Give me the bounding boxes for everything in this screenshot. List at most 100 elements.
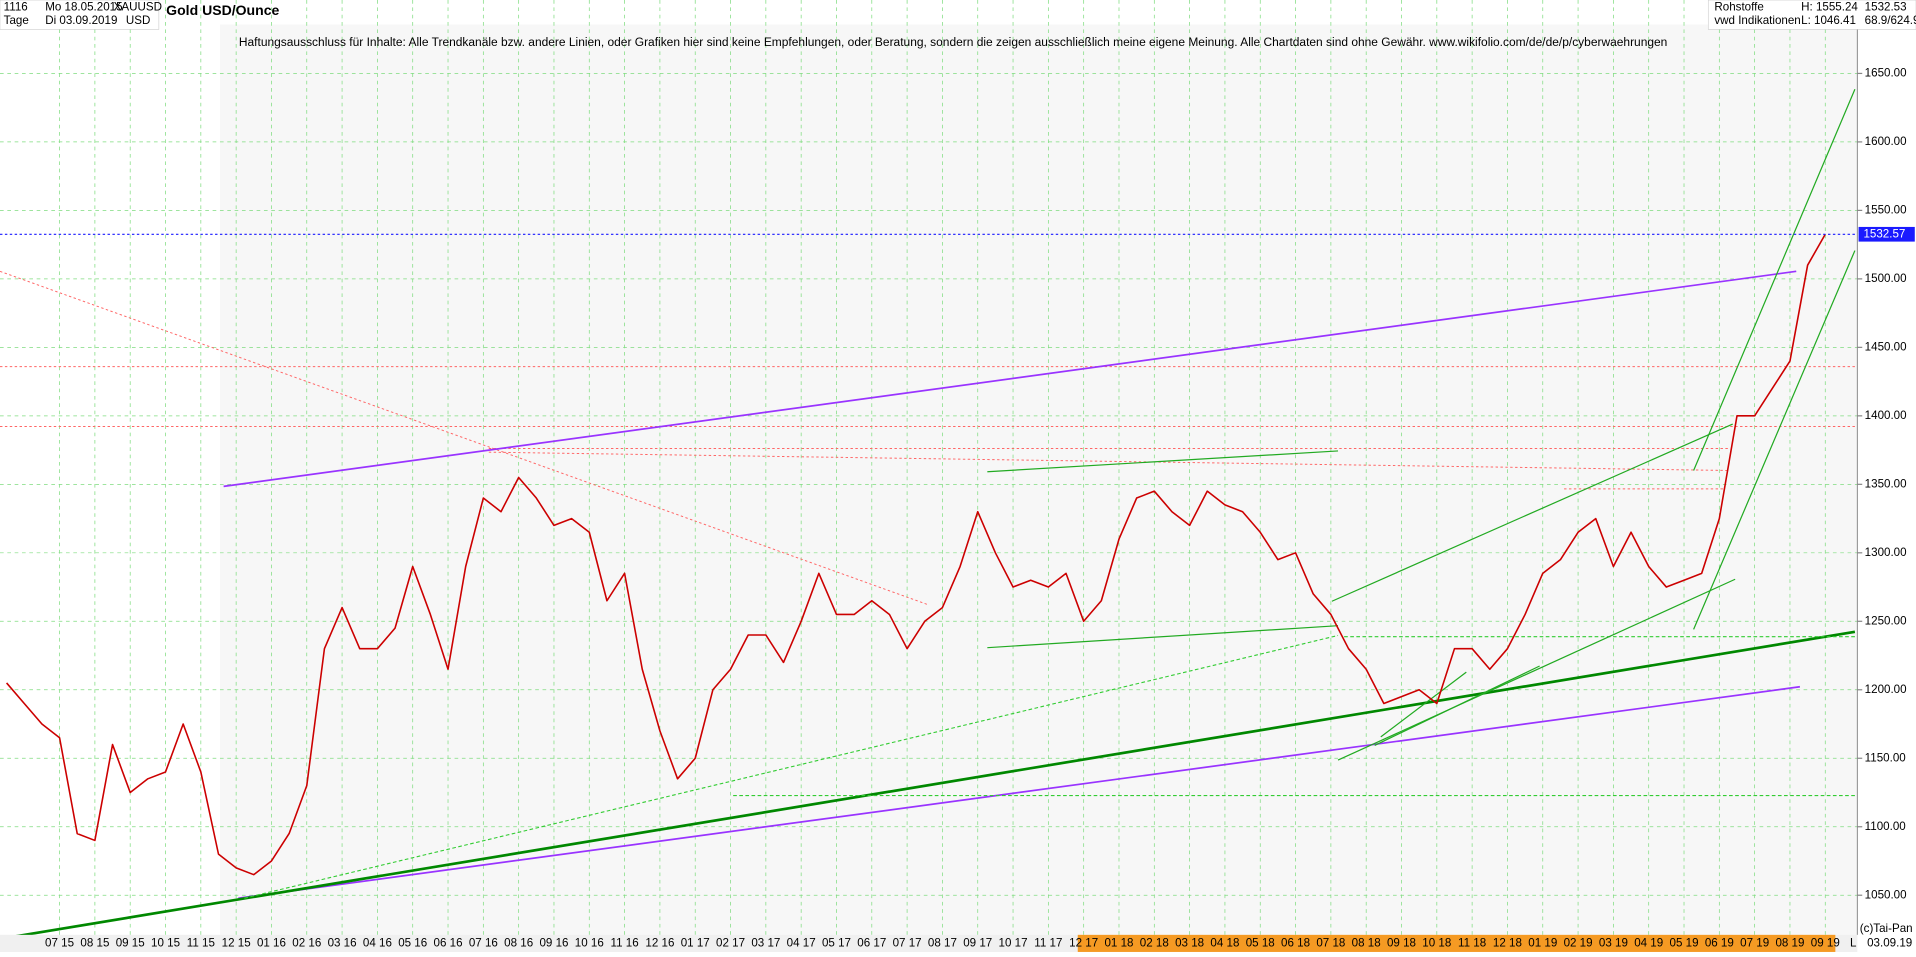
header-end: Di 03.09.2019 — [45, 14, 117, 27]
trend-line — [1380, 671, 1467, 738]
copyright: (c)Tai-Pan — [1860, 922, 1913, 935]
x-tick-label: 11 15 — [187, 936, 215, 949]
header-box — [0, 0, 160, 30]
info-last: 1532.53 — [1865, 0, 1907, 13]
trend-line — [987, 625, 1339, 649]
x-tick-label: 11 18 — [1458, 936, 1486, 949]
x-tick-label: 10 18 — [1422, 936, 1451, 949]
x-tick-label: 07 16 — [469, 936, 498, 949]
series-layer — [0, 233, 1858, 876]
trend-line — [1374, 665, 1540, 746]
trend-lines — [0, 89, 1856, 939]
y-tick-label: 1300.00 — [1865, 546, 1907, 559]
header-id: 1116 — [4, 0, 28, 13]
x-tick-label: 04 19 — [1634, 936, 1663, 949]
info-high: H: 1555.24 — [1801, 0, 1858, 13]
grid — [0, 0, 1858, 935]
x-tick-label: 06 16 — [434, 936, 463, 949]
x-tick-label: 01 17 — [681, 936, 710, 949]
y-tick-label: 1100.00 — [1865, 820, 1906, 833]
trend-line — [1331, 423, 1733, 602]
x-tick-label: 08 18 — [1352, 936, 1381, 949]
x-tick-label: 05 18 — [1246, 936, 1275, 949]
info-low: L: 1046.41 — [1801, 14, 1856, 27]
x-tick-label: 04 17 — [787, 936, 816, 949]
x-tick-label: 07 15 — [45, 936, 74, 949]
x-tick-label: 02 17 — [716, 936, 745, 949]
x-tick-label: 02 16 — [292, 936, 321, 949]
x-tick-label: 10 17 — [999, 936, 1028, 949]
trend-line — [9, 630, 1856, 939]
y-tick-label: 1150.00 — [1865, 751, 1906, 764]
y-tick-label: 1350.00 — [1865, 477, 1907, 490]
x-tick-label: 05 16 — [398, 936, 427, 949]
x-tick-label: 03 16 — [328, 936, 357, 949]
y-tick-label: 1050.00 — [1865, 888, 1907, 901]
chart-title: Gold USD/Ounce — [166, 2, 279, 18]
x-tick-label: 12 15 — [222, 936, 251, 949]
x-tick-label: 06 19 — [1705, 936, 1734, 949]
x-tick-label: 12 17 — [1069, 936, 1098, 949]
x-tick-label: 05 17 — [822, 936, 851, 949]
y-tick-label: 1200.00 — [1865, 683, 1907, 696]
x-tick-label: 11 17 — [1034, 936, 1062, 949]
header-currency: USD — [126, 14, 150, 27]
y-tick-label: 1400.00 — [1865, 409, 1907, 422]
x-tick-label: 12 16 — [645, 936, 674, 949]
trend-line — [0, 270, 929, 606]
x-tick-label: 06 17 — [857, 936, 886, 949]
date: 03.09.19 — [1867, 936, 1912, 949]
info-source: vwd Indikationen — [1714, 14, 1800, 27]
info-group: Rohstoffe — [1714, 0, 1763, 13]
x-tick-label: 04 18 — [1210, 936, 1239, 949]
x-tick-label: 08 17 — [928, 936, 957, 949]
x-tick-label: 04 16 — [363, 936, 392, 949]
x-tick-label: 08 15 — [80, 936, 109, 949]
y-axis: 1050.00 1100.00 1150.00 1200.00 1250.00 1300.… — [1857, 66, 1915, 901]
x-tick-label: 01 19 — [1528, 936, 1557, 949]
last-price-label: 1532.57 — [1863, 227, 1905, 240]
x-tick-label: 07 19 — [1740, 936, 1769, 949]
x-tick-label: 02 18 — [1140, 936, 1169, 949]
trend-line — [244, 634, 1339, 899]
x-tick-label: 05 19 — [1670, 936, 1699, 949]
y-tick-label: 1650.00 — [1865, 66, 1907, 79]
x-tick-label: 09 17 — [963, 936, 992, 949]
x-tick-label: 01 16 — [257, 936, 286, 949]
price-line — [5, 233, 1826, 876]
trend-line — [488, 451, 1730, 471]
header-symbol: XAUUSD — [114, 0, 162, 13]
trend-line — [1337, 578, 1736, 761]
mode: L — [1850, 936, 1857, 949]
x-tick-label: 07 18 — [1316, 936, 1345, 949]
x-tick-label: 03 18 — [1175, 936, 1204, 949]
y-tick-label: 1450.00 — [1865, 340, 1907, 353]
trend-line — [1693, 250, 1856, 630]
y-tick-label: 1550.00 — [1865, 203, 1907, 216]
disclaimer: Haftungsausschluss für Inhalte: Alle Tre… — [239, 35, 1667, 49]
trend-line — [1693, 89, 1856, 471]
trend-line — [238, 685, 1801, 900]
header-start: Mo 18.05.2015 — [45, 0, 122, 13]
x-tick-label: 03 19 — [1599, 936, 1628, 949]
x-tick-label: 03 17 — [751, 936, 780, 949]
header-period: Tage — [4, 14, 29, 27]
y-tick-label: 1600.00 — [1865, 135, 1907, 148]
trend-line — [223, 270, 1797, 488]
x-tick-label: 09 15 — [116, 936, 145, 949]
x-tick-label: 10 15 — [151, 936, 180, 949]
x-tick-label: 09 16 — [539, 936, 568, 949]
x-axis-highlight — [1077, 934, 1836, 952]
x-tick-label: 08 16 — [504, 936, 533, 949]
info-box — [1707, 0, 1916, 30]
x-tick-label: 10 16 — [575, 936, 604, 949]
info-ratio: 68.9/624.9 — [1865, 14, 1916, 27]
y-tick-label: 1500.00 — [1865, 272, 1907, 285]
x-tick-label: 01 18 — [1104, 936, 1133, 949]
x-tick-label: 02 19 — [1564, 936, 1593, 949]
x-tick-label: 07 17 — [893, 936, 922, 949]
x-tick-label: 06 18 — [1281, 936, 1310, 949]
x-axis: 07 15 08 15 09 15 10 15 11 15 12 15 01 16 02 16… — [45, 936, 1840, 949]
x-tick-label: 12 18 — [1493, 936, 1522, 949]
